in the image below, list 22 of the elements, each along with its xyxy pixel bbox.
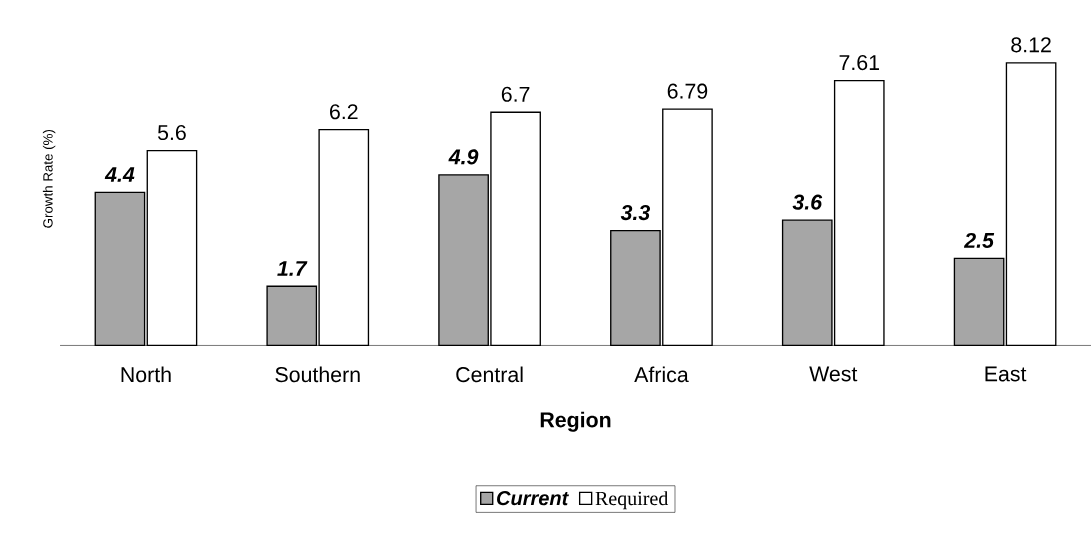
y-axis-title: Growth Rate (%)	[42, 130, 56, 228]
data-label: 4.4	[104, 167, 135, 183]
data-label: 4.9	[448, 149, 479, 165]
legend-label: Required	[595, 491, 669, 510]
data-label: 6.79	[667, 83, 708, 99]
data-label: 7.61	[839, 55, 879, 71]
data-label: 8.12	[1011, 37, 1051, 53]
x-tick-label: Central	[456, 366, 523, 383]
data-label: 6.7	[501, 86, 530, 103]
data-label: 2.5	[963, 233, 995, 249]
x-tick-label: East	[985, 366, 1027, 382]
x-tick-label: Africa	[634, 366, 689, 383]
x-tick-label: North	[121, 366, 171, 383]
data-label: 1.7	[277, 261, 308, 277]
data-label: 5.6	[157, 125, 186, 141]
legend-label: Current	[497, 491, 569, 506]
data-label: 6.2	[330, 104, 358, 120]
x-tick-label: Southern	[275, 366, 360, 383]
data-label: 3.6	[792, 194, 823, 210]
x-axis-title: Region	[540, 411, 611, 432]
data-label: 3.3	[620, 205, 651, 221]
x-tick-label: West	[809, 366, 858, 382]
